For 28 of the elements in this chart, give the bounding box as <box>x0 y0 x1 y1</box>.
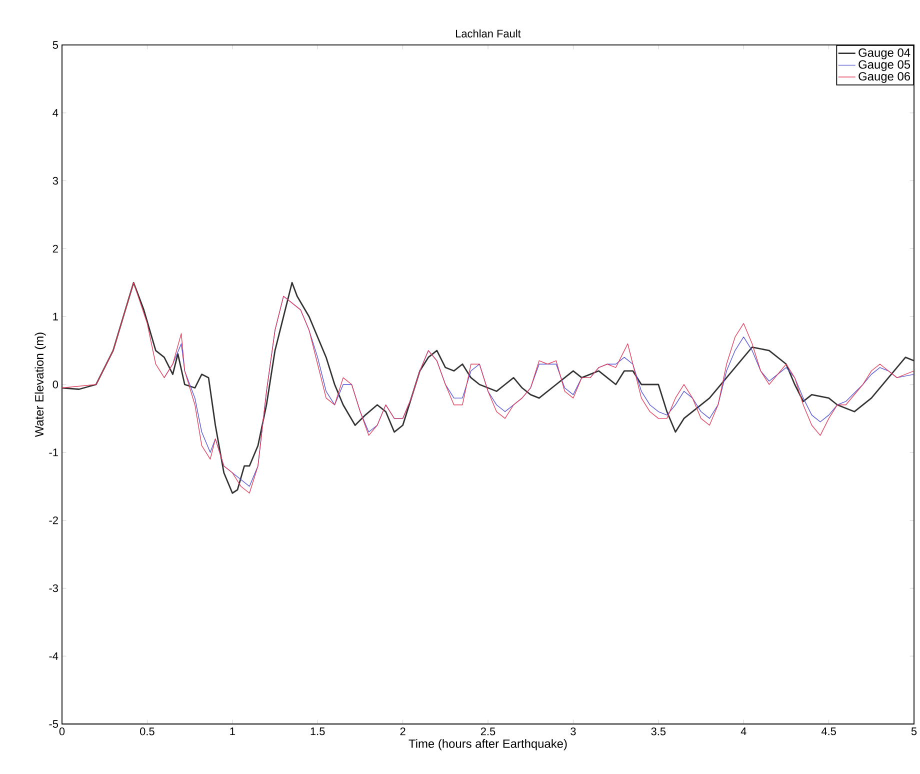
y-tick-label: -2 <box>49 516 58 524</box>
x-tick-label: 2.5 <box>480 728 496 736</box>
x-tick-label: 3 <box>570 728 576 736</box>
y-tick-label: 5 <box>52 41 58 49</box>
y-tick-label: 2 <box>52 244 58 253</box>
legend-label: Gauge 06 <box>858 72 910 83</box>
x-tick-label: 2 <box>400 728 406 736</box>
x-tick-label: 0 <box>59 728 65 736</box>
chart-title: Lachlan Fault <box>456 29 521 38</box>
y-tick-label: 3 <box>52 176 58 185</box>
x-tick-label: 4 <box>740 728 746 736</box>
legend-label: Gauge 04 <box>858 48 910 60</box>
y-tick-label: 0 <box>52 380 58 388</box>
y-axis-title: Water Elevation (m) <box>34 332 46 438</box>
y-tick-label: -4 <box>49 652 58 660</box>
y-tick-label: -1 <box>49 448 58 456</box>
x-tick-label: 0.5 <box>140 728 154 736</box>
y-tick-label: 4 <box>52 109 58 117</box>
x-axis-title: Time (hours after Earthquake) <box>408 739 567 750</box>
legend-label: Gauge 05 <box>858 60 910 72</box>
x-tick-label: 5 <box>911 728 917 736</box>
y-tick-label: 1 <box>53 312 58 320</box>
y-tick-label: -5 <box>49 720 58 728</box>
x-tick-label: 4.5 <box>821 728 836 736</box>
x-tick-label: 1.5 <box>310 728 325 736</box>
y-tick-label: -3 <box>49 584 58 592</box>
x-tick-label: 3.5 <box>651 728 666 736</box>
x-tick-label: 1 <box>230 728 235 736</box>
